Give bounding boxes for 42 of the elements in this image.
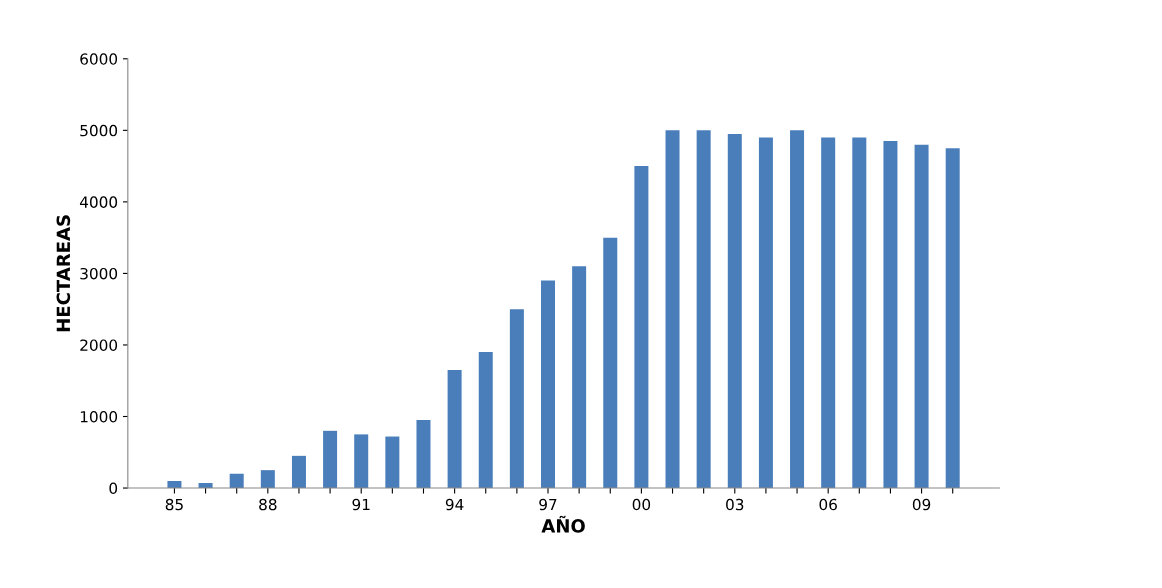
bar: [852, 137, 867, 489]
bar: [447, 370, 462, 489]
bar: [696, 130, 711, 489]
x-tick-label: 85: [165, 498, 183, 511]
x-tick-label: 09: [912, 498, 931, 511]
x-tick-label: 97: [539, 498, 557, 511]
x-axis-title: AÑO: [541, 515, 585, 533]
bar: [883, 141, 898, 489]
bar: [665, 130, 680, 489]
bar: [260, 470, 275, 489]
bar: [821, 137, 836, 489]
x-tick-label: 94: [445, 498, 464, 511]
x-tick-label: 88: [259, 498, 277, 511]
bar: [416, 420, 431, 489]
y-tick-label: 4000: [79, 196, 118, 208]
x-tick-label: 00: [632, 498, 651, 511]
bar: [509, 309, 524, 489]
bar: [758, 137, 773, 489]
x-tick-label: 06: [819, 498, 837, 511]
bar: [385, 436, 400, 489]
y-tick-label: 2000: [80, 339, 118, 351]
bar: [572, 266, 587, 489]
bar: [541, 280, 556, 489]
bar: [790, 130, 805, 489]
x-tick-label: 03: [726, 498, 744, 511]
y-tick-label: 0: [109, 482, 118, 495]
bar: [323, 430, 338, 489]
y-tick-label: 1000: [80, 410, 118, 423]
bar: [727, 133, 742, 489]
bar: [634, 166, 649, 489]
bar: [945, 148, 960, 489]
bar: [229, 473, 244, 489]
bar: [603, 237, 618, 489]
x-tick-label: 91: [352, 498, 370, 511]
bar: [291, 455, 306, 489]
bar: [914, 144, 929, 489]
y-tick-label: 3000: [80, 267, 118, 280]
y-tick-label: 6000: [80, 53, 118, 65]
y-tick-label: 5000: [80, 124, 118, 137]
bar: [354, 434, 369, 489]
y-axis-title: HECTAREAS: [56, 215, 71, 332]
bar: [478, 352, 493, 489]
